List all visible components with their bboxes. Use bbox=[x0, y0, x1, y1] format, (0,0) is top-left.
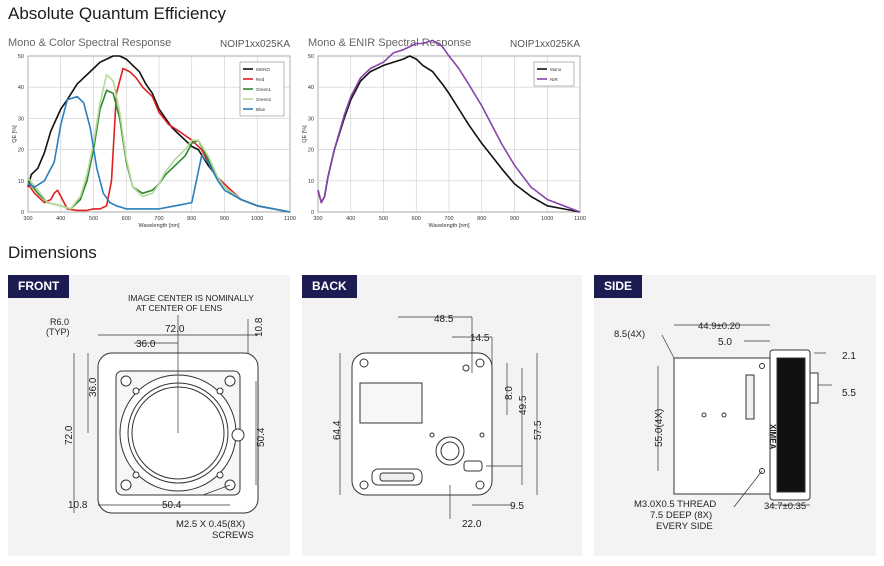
side-drawing: 8.5(4X) 44.9±0.20 5.0 2.1 5.5 55.0(4X) X… bbox=[614, 321, 856, 532]
series-line-blue bbox=[27, 95, 291, 213]
x-axis-label: Wavelength [nm] bbox=[428, 223, 470, 229]
back-drawing: 48.5 14.5 8.0 49.5 57.5 64.4 9.5 22.0 bbox=[332, 314, 544, 530]
side-h550: 55.0(4X) bbox=[654, 409, 665, 447]
legend-entry: Red bbox=[256, 77, 265, 82]
legend-entry: MONO bbox=[256, 67, 270, 72]
front-tab: FRONT bbox=[8, 275, 70, 298]
x-tick-label: 1100 bbox=[284, 216, 296, 222]
chart2-model: NOIP1xx025KA bbox=[510, 39, 581, 50]
front-screw2: SCREWS bbox=[212, 530, 254, 541]
front-b504: 50.4 bbox=[162, 500, 182, 511]
x-tick-label: 600 bbox=[412, 216, 421, 222]
y-tick-label: 20 bbox=[18, 148, 24, 154]
front-drawing: R6.0 (TYP) IMAGE CENTER IS NOMINALLY AT … bbox=[46, 293, 267, 541]
x-tick-label: 1000 bbox=[541, 216, 553, 222]
front-note1: IMAGE CENTER IS NOMINALLY bbox=[128, 293, 254, 303]
legend-box bbox=[533, 61, 575, 87]
front-t108: 10.8 bbox=[254, 317, 265, 337]
front-screw1: M2.5 X 0.45(8X) bbox=[176, 519, 245, 530]
side-w347: 34.7±0.35 bbox=[764, 501, 806, 512]
side-heatsink bbox=[776, 357, 806, 493]
front-typ: (TYP) bbox=[46, 327, 70, 337]
y-tick-label: 20 bbox=[308, 148, 314, 154]
y-tick-label: 40 bbox=[18, 85, 24, 91]
back-h80: 8.0 bbox=[504, 386, 515, 400]
x-tick-label: 500 bbox=[379, 216, 388, 222]
front-h36: 36.0 bbox=[88, 377, 99, 397]
back-w95: 9.5 bbox=[510, 501, 524, 512]
series-line-nir bbox=[317, 39, 581, 213]
back-h495: 49.5 bbox=[518, 395, 529, 415]
y-tick-label: 30 bbox=[18, 116, 24, 122]
front-b108: 10.8 bbox=[68, 500, 88, 511]
side-w21: 2.1 bbox=[842, 351, 856, 362]
back-tab: BACK bbox=[302, 275, 357, 298]
x-tick-label: 900 bbox=[510, 216, 519, 222]
legend-entry: Mono bbox=[550, 67, 562, 72]
back-panel: BACK 48.5 14 bbox=[302, 275, 582, 556]
side-w50: 5.0 bbox=[718, 337, 732, 348]
front-w36: 36.0 bbox=[136, 339, 156, 350]
x-tick-label: 800 bbox=[187, 216, 196, 222]
y-tick-label: 10 bbox=[18, 179, 24, 185]
legend-entry: Blue bbox=[256, 107, 266, 112]
y-axis-label: QE [%] bbox=[302, 125, 308, 143]
x-tick-label: 500 bbox=[89, 216, 98, 222]
x-tick-label: 1100 bbox=[574, 216, 586, 222]
y-tick-label: 40 bbox=[308, 85, 314, 91]
front-w72: 72.0 bbox=[165, 324, 185, 335]
side-thread3: EVERY SIDE bbox=[656, 521, 713, 532]
side-holes: 8.5(4X) bbox=[614, 329, 645, 340]
front-panel: FRONT R6.0 (TYP) bbox=[8, 275, 290, 556]
dimensions-title: Dimensions bbox=[8, 243, 97, 262]
x-tick-label: 300 bbox=[23, 216, 32, 222]
side-w55: 5.5 bbox=[842, 388, 856, 399]
legend-entry: Green1 bbox=[256, 87, 272, 92]
y-tick-label: 10 bbox=[308, 179, 314, 185]
front-note2: AT CENTER OF LENS bbox=[136, 303, 222, 313]
x-tick-label: 400 bbox=[346, 216, 355, 222]
back-w485: 48.5 bbox=[434, 314, 454, 325]
x-tick-label: 700 bbox=[444, 216, 453, 222]
x-tick-label: 400 bbox=[56, 216, 65, 222]
chart2-title: Mono & ENIR Spectral Response bbox=[308, 37, 472, 49]
x-tick-label: 300 bbox=[313, 216, 322, 222]
side-panel: SIDE 8.5(4X) 44.9±0.20 5.0 2.1 5.5 55. bbox=[594, 275, 876, 556]
y-tick-label: 30 bbox=[308, 116, 314, 122]
chart1-plot: 300 400 500 600 700 800 900 1000 1100 0 10 20 30 40 50… bbox=[12, 54, 296, 229]
series-line-green2 bbox=[27, 73, 291, 213]
front-h504: 50.4 bbox=[256, 427, 267, 447]
x-tick-label: 1000 bbox=[251, 216, 263, 222]
side-tab: SIDE bbox=[594, 275, 643, 298]
chart1-title: Mono & Color Spectral Response bbox=[8, 37, 172, 49]
x-tick-label: 800 bbox=[477, 216, 486, 222]
front-r: R6.0 bbox=[50, 317, 69, 327]
side-brand: XIMEA bbox=[768, 424, 777, 450]
y-axis-label: QE [%] bbox=[12, 125, 18, 143]
back-h575: 57.5 bbox=[533, 420, 544, 440]
legend-entry: NIR bbox=[550, 77, 559, 82]
y-tick-label: 50 bbox=[308, 54, 314, 60]
back-w220: 22.0 bbox=[462, 519, 482, 530]
x-tick-label: 700 bbox=[154, 216, 163, 222]
y-tick-label: 50 bbox=[18, 54, 24, 60]
back-h644: 64.4 bbox=[332, 420, 343, 440]
side-thread2: 7.5 DEEP (8X) bbox=[650, 510, 712, 521]
x-axis-label: Wavelength [nm] bbox=[138, 223, 180, 229]
x-tick-label: 900 bbox=[220, 216, 229, 222]
legend-entry: Green2 bbox=[256, 97, 272, 102]
page-title: Absolute Quantum Efficiency bbox=[8, 4, 226, 23]
y-tick-label: 0 bbox=[311, 210, 314, 216]
side-body bbox=[673, 357, 771, 495]
x-tick-label: 600 bbox=[122, 216, 131, 222]
front-h72: 72.0 bbox=[64, 425, 75, 445]
side-thread1: M3.0X0.5 THREAD bbox=[634, 499, 716, 510]
y-tick-label: 0 bbox=[21, 210, 24, 216]
chart1-model: NOIP1xx025KA bbox=[220, 39, 291, 50]
back-w145: 14.5 bbox=[470, 333, 490, 344]
chart2-plot: 300 400 500 600 700 800 900 1000 1100 0 10 20 30 40 50… bbox=[302, 39, 586, 229]
side-w449: 44.9±0.20 bbox=[698, 321, 740, 332]
